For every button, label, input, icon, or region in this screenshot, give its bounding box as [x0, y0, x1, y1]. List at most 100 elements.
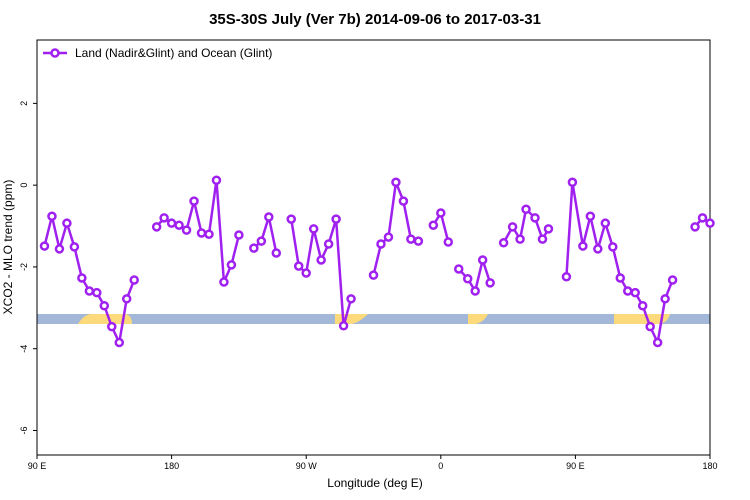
data-point	[690, 222, 700, 232]
land-patch	[468, 314, 488, 324]
y-tick-label: 2	[19, 101, 29, 106]
data-point	[667, 275, 678, 285]
data-point	[630, 287, 640, 298]
data-point	[189, 196, 199, 206]
data-point	[323, 239, 334, 249]
y-axis-label: XCO2 - MLO trend (ppm)	[1, 180, 15, 315]
data-point	[99, 301, 110, 311]
x-tick-label: 180	[164, 461, 179, 471]
data-point	[615, 273, 626, 283]
data-point	[428, 220, 439, 230]
data-point	[443, 237, 454, 247]
legend-marker	[50, 48, 60, 58]
data-point	[107, 321, 117, 332]
data-point	[256, 236, 267, 246]
data-point	[331, 214, 341, 224]
data-point	[368, 270, 379, 280]
data-point	[608, 242, 618, 252]
data-point	[652, 337, 663, 348]
data-point	[174, 220, 184, 230]
data-point	[129, 275, 139, 285]
data-point	[593, 244, 603, 254]
y-tick-label: -6	[19, 426, 29, 434]
y-tick-label: -2	[19, 263, 29, 271]
data-point	[316, 255, 326, 265]
data-point	[600, 218, 611, 228]
x-tick-label: 90 W	[296, 461, 318, 471]
x-tick-label: 180	[702, 461, 717, 471]
data-point	[286, 214, 296, 224]
land-patch	[614, 314, 670, 324]
data-point	[543, 224, 554, 234]
data-point	[249, 243, 259, 253]
data-point	[181, 225, 192, 235]
data-point	[406, 234, 416, 244]
y-tick-label: 0	[19, 183, 29, 188]
data-point	[69, 242, 80, 252]
y-tick-label: -4	[19, 345, 29, 353]
data-point	[515, 234, 525, 244]
ocean-band	[37, 314, 710, 324]
land-patch	[78, 314, 132, 324]
data-point	[470, 286, 480, 296]
data-point	[578, 241, 588, 251]
data-point	[645, 321, 655, 332]
data-point	[398, 196, 409, 206]
data-point	[264, 212, 274, 222]
data-point	[567, 177, 578, 188]
data-point	[92, 287, 102, 298]
data-point	[453, 264, 464, 274]
data-point	[383, 232, 394, 242]
data-point	[151, 222, 162, 232]
data-point	[84, 286, 95, 296]
data-point	[293, 261, 304, 271]
data-point	[204, 229, 214, 239]
data-point	[477, 255, 488, 265]
x-tick-label: 0	[438, 461, 443, 471]
data-point	[413, 236, 424, 246]
data-point	[301, 268, 311, 278]
data-point	[114, 337, 125, 348]
data-point	[39, 241, 50, 251]
data-point	[537, 234, 548, 244]
x-tick-label: 90 E	[566, 461, 585, 471]
data-point	[219, 277, 229, 287]
data-point	[196, 228, 207, 238]
data-point	[585, 211, 596, 221]
surface-band	[37, 314, 710, 324]
data-point	[622, 286, 633, 296]
data-point	[507, 222, 518, 232]
data-point	[166, 218, 177, 228]
data-point	[697, 213, 708, 223]
data-point	[705, 218, 715, 228]
data-point	[62, 218, 72, 228]
data-point	[521, 204, 531, 215]
data-point	[346, 294, 356, 304]
data-point	[211, 175, 222, 185]
data-point	[530, 213, 540, 223]
data-point	[391, 177, 401, 188]
data-point	[436, 208, 446, 218]
chart-title: 35S-30S July (Ver 7b) 2014-09-06 to 2017…	[209, 11, 541, 28]
data-point	[561, 271, 572, 282]
data-point	[485, 278, 495, 288]
data-point	[660, 294, 670, 304]
data-point	[234, 230, 244, 240]
legend-label: Land (Nadir&Glint) and Ocean (Glint)	[75, 46, 272, 60]
data-point	[637, 301, 648, 311]
data-point	[308, 224, 319, 234]
data-point	[376, 239, 386, 249]
data-point	[54, 244, 65, 254]
data-point	[271, 248, 282, 258]
data-point	[121, 294, 132, 304]
plot-frame	[36, 39, 711, 456]
data-point	[338, 321, 349, 331]
data-point	[77, 273, 87, 283]
data-point	[498, 238, 509, 248]
x-tick-label: 90 E	[28, 461, 47, 471]
data-point	[159, 213, 169, 223]
x-axis-label: Longitude (deg E)	[327, 476, 422, 490]
data-point	[226, 260, 237, 270]
